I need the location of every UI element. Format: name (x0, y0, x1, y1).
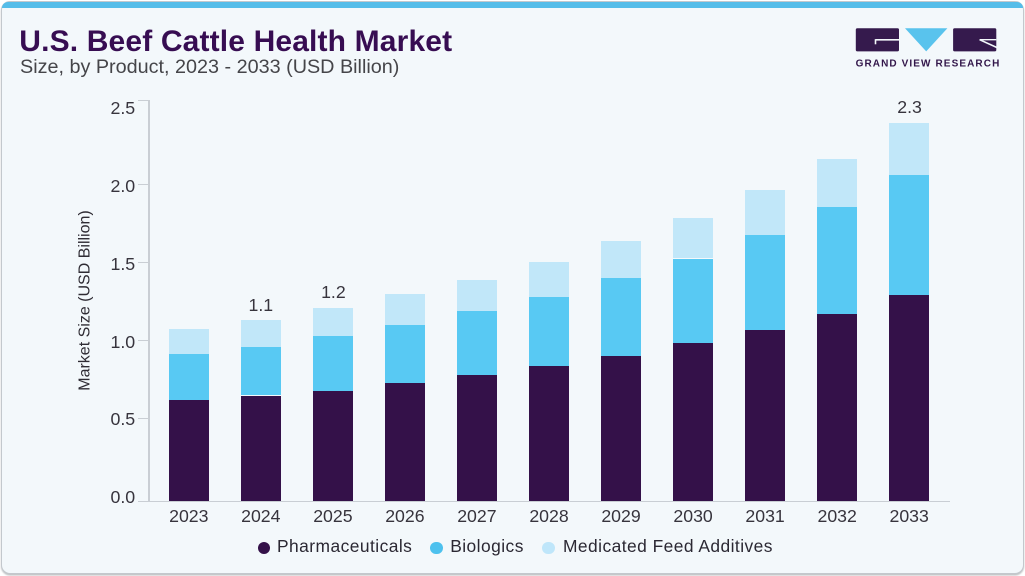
svg-text:GRAND VIEW RESEARCH: GRAND VIEW RESEARCH (856, 59, 1001, 70)
